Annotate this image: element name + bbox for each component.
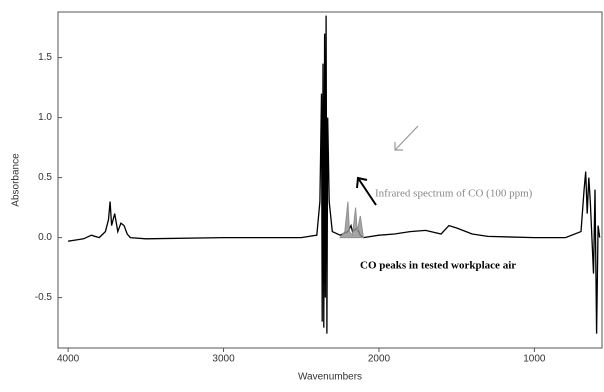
y-tick-label: 0.0 (38, 232, 52, 243)
spectrum-line (68, 15, 601, 334)
y-tick-label: -0.5 (35, 292, 53, 303)
arrow (357, 177, 377, 206)
x-tick-label: 4000 (57, 354, 80, 365)
y-tick-label: 1.5 (38, 52, 52, 63)
x-tick-label: 3000 (212, 354, 235, 365)
y-tick-label: 0.5 (38, 172, 52, 183)
annotation: Infrared spectrum of CO (100 ppm) (375, 188, 533, 200)
plot-frame (57, 11, 603, 349)
x-axis-label: Wavenumbers (298, 372, 362, 383)
arrow (394, 125, 419, 151)
y-axis-label: Absorbance (11, 153, 22, 207)
x-tick-label: 1000 (523, 354, 546, 365)
annotation: CO peaks in tested workplace air (360, 260, 516, 272)
arrow-head (356, 176, 368, 189)
reference-area (339, 201, 364, 239)
x-tick-label: 2000 (368, 354, 391, 365)
y-tick-label: 1.0 (38, 112, 52, 123)
arrow-head (394, 142, 403, 151)
